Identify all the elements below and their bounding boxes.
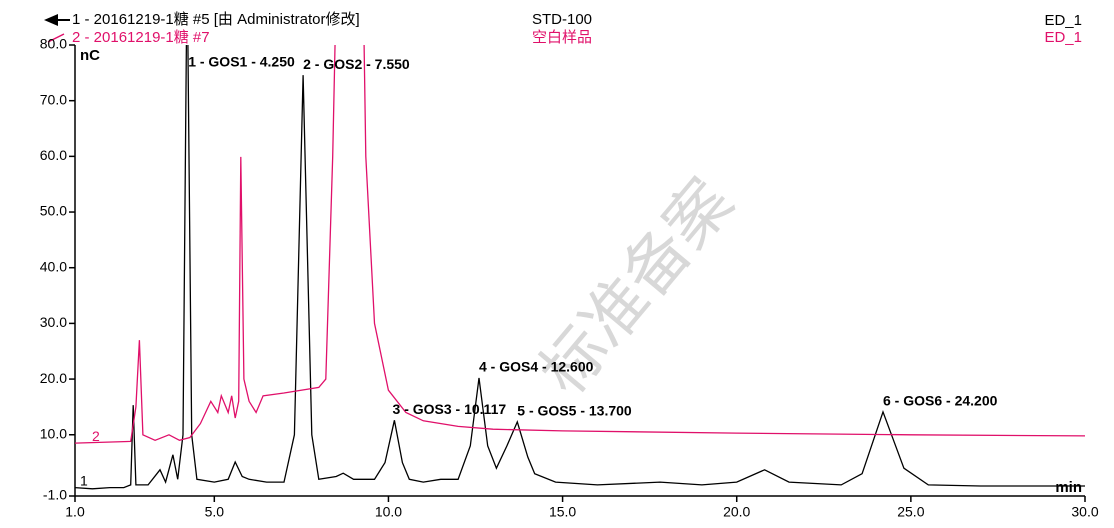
y-tick-label: 70.0 <box>40 91 67 107</box>
peak-label: 3 - GOS3 - 10.117 <box>393 401 507 417</box>
plot-area <box>75 45 1085 490</box>
peak-label: 1 - GOS1 - 4.250 <box>188 54 295 70</box>
peak-label: 5 - GOS5 - 13.700 <box>517 403 632 419</box>
x-tick-label: 1.0 <box>65 504 85 520</box>
x-tick-label: 30.0 <box>1071 504 1098 520</box>
y-tick-label: 80.0 <box>40 36 67 52</box>
x-tick-label: 25.0 <box>897 504 924 520</box>
trace-title: 2 - 20161219-1糖 #7 <box>72 29 210 46</box>
x-tick-label: 15.0 <box>549 504 576 520</box>
sample-name: 空白样品 <box>532 29 592 46</box>
x-tick-label: 10.0 <box>375 504 402 520</box>
trace <box>75 45 1085 444</box>
y-tick-label: 50.0 <box>40 203 67 219</box>
trace-label: 2 <box>92 428 100 444</box>
trace-label: 1 <box>80 472 88 488</box>
y-tick-label: 60.0 <box>40 147 67 163</box>
peak-label: 6 - GOS6 - 24.200 <box>883 393 998 409</box>
trace-title: 1 - 20161219-1糖 #5 [由 Administrator修改] <box>72 11 360 28</box>
header: 1 - 20161219-1糖 #5 [由 Administrator修改] S… <box>44 11 1082 46</box>
sample-name: STD-100 <box>532 11 592 28</box>
channel: ED_1 <box>1044 29 1082 46</box>
peak-label: 2 - GOS2 - 7.550 <box>303 56 410 72</box>
trace-icon <box>47 33 65 43</box>
x-axis-label: min <box>1055 479 1082 496</box>
channel: ED_1 <box>1044 12 1082 29</box>
trace-icon <box>44 14 58 26</box>
y-tick-label: -1.0 <box>43 487 67 503</box>
x-tick-label: 20.0 <box>723 504 750 520</box>
x-tick-label: 5.0 <box>205 504 225 520</box>
trace <box>75 45 1085 490</box>
y-tick-label: 30.0 <box>40 314 67 330</box>
y-tick-label: 10.0 <box>40 425 67 441</box>
y-tick-label: 40.0 <box>40 258 67 274</box>
peak-label: 4 - GOS4 - 12.600 <box>479 359 594 375</box>
y-axis-label: nC <box>80 47 100 64</box>
y-tick-label: 20.0 <box>40 370 67 386</box>
